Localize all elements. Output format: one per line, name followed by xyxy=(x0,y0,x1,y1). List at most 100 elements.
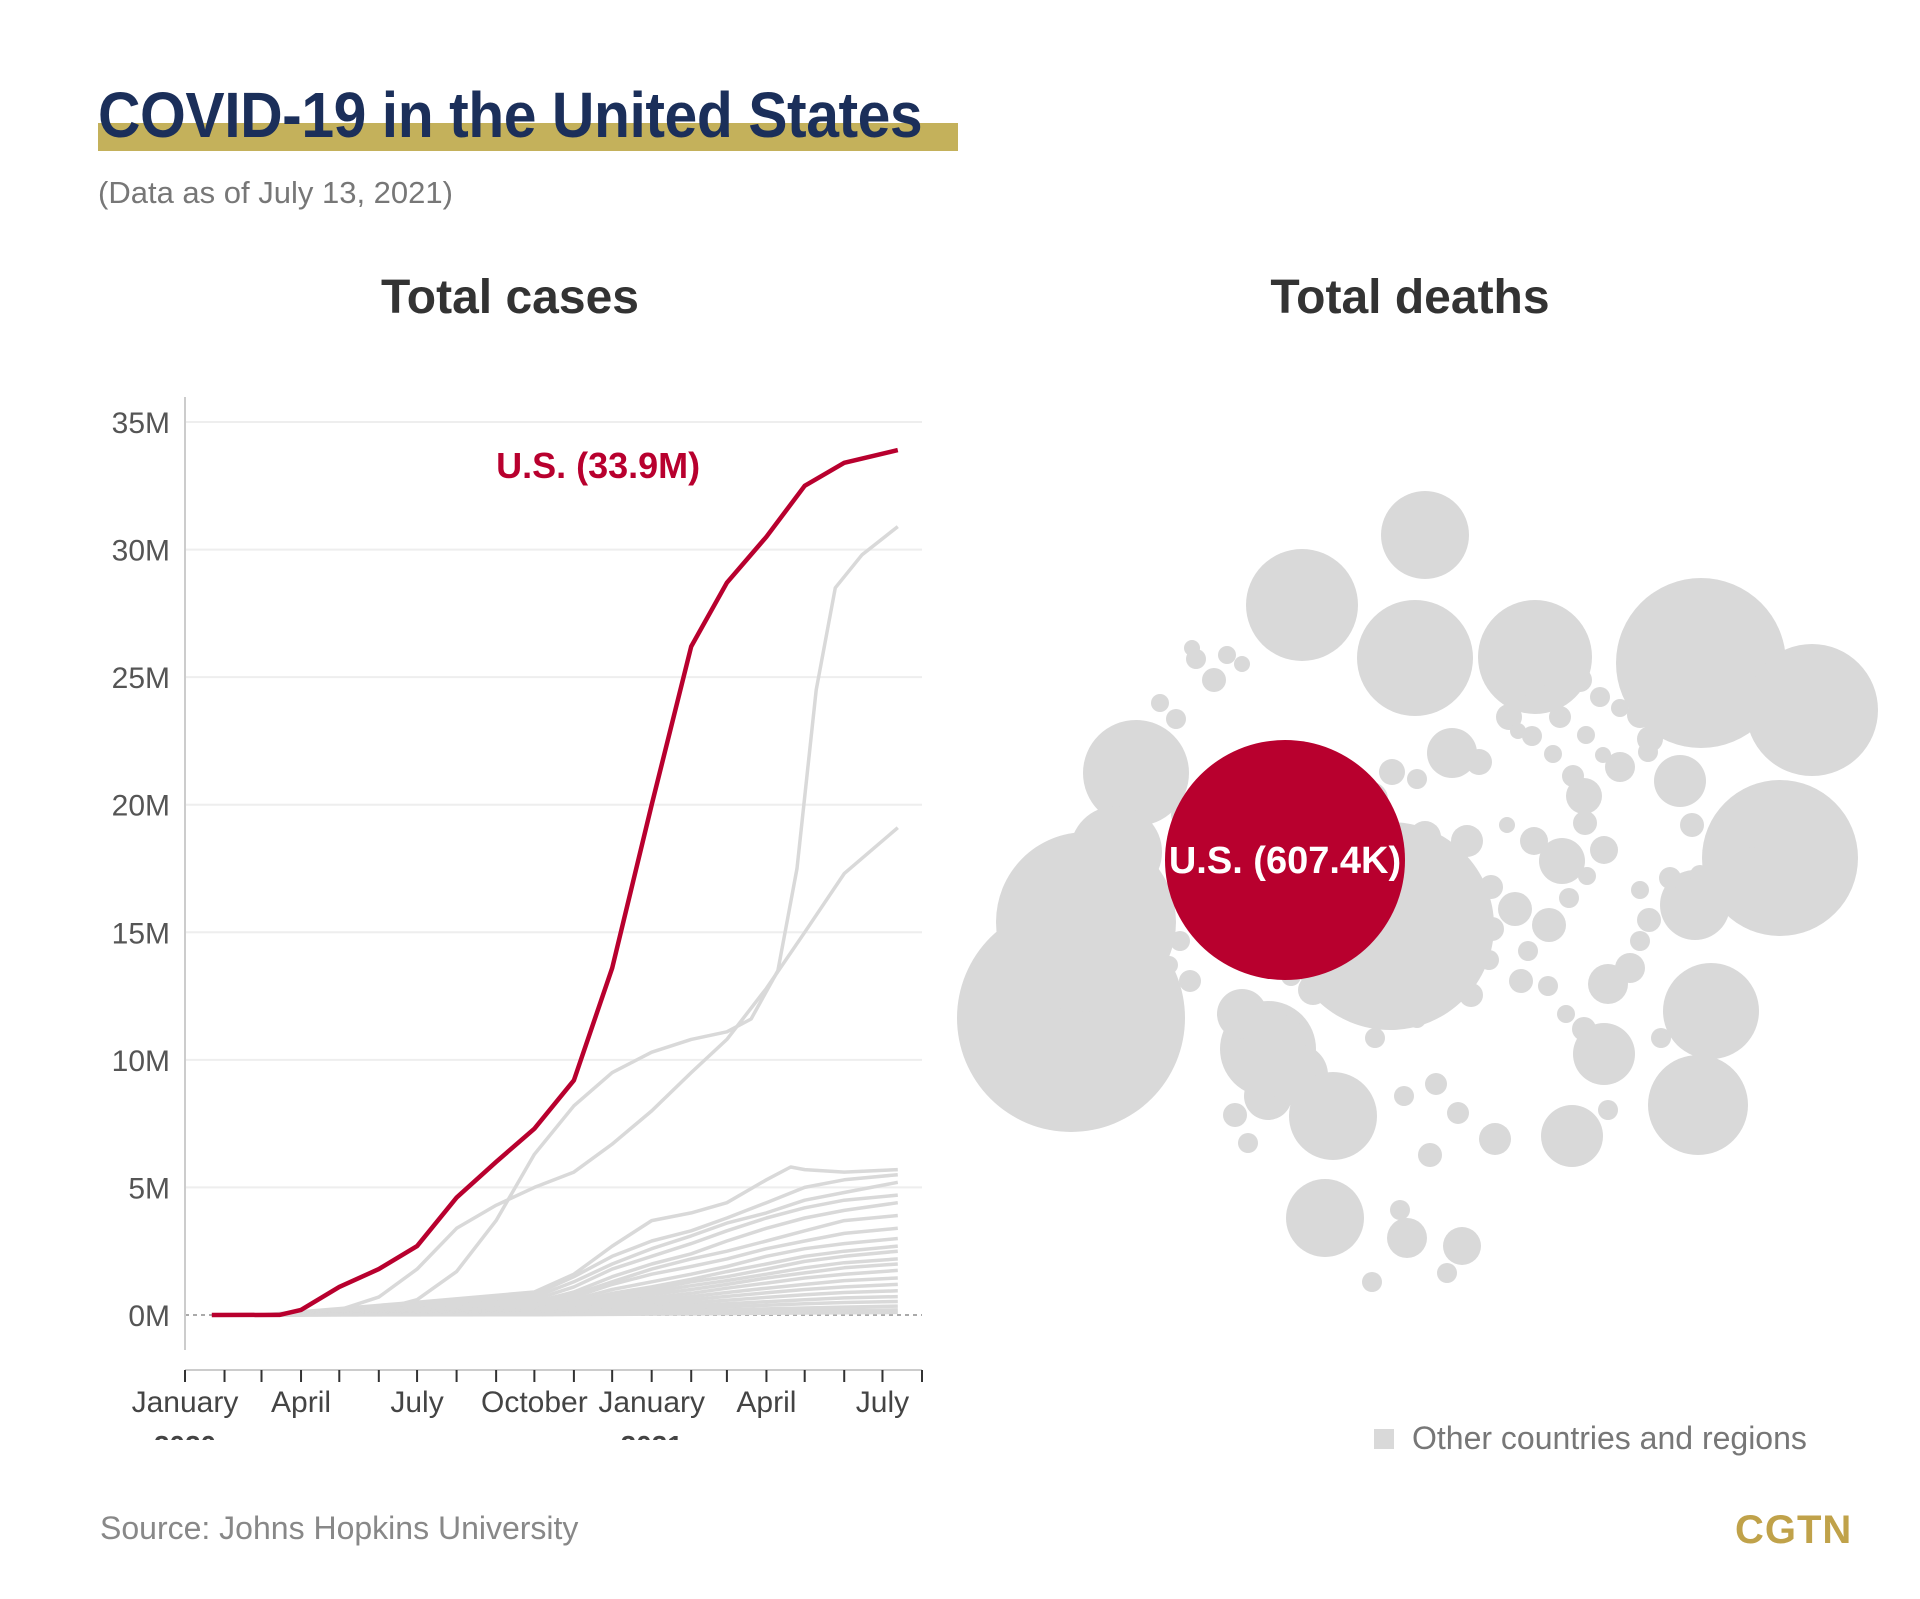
other-country-bubble xyxy=(1532,908,1566,942)
other-country-bubble xyxy=(1736,847,1768,879)
other-country-bubble xyxy=(1357,600,1473,716)
other-country-bubble xyxy=(1590,836,1618,864)
other-country-bubble xyxy=(1083,720,1189,826)
other-country-bubble xyxy=(1246,549,1358,661)
other-series-line xyxy=(255,826,899,1317)
us-bubble xyxy=(1165,740,1405,980)
x-tick-label: October xyxy=(481,1386,588,1419)
other-series-line xyxy=(261,1193,898,1317)
y-tick-label: 25M xyxy=(112,662,170,695)
other-country-bubble xyxy=(1498,892,1532,926)
other-country-bubble xyxy=(1479,1123,1511,1155)
other-country-bubble xyxy=(1289,1072,1377,1160)
other-country-bubble xyxy=(1559,888,1579,908)
other-country-bubble xyxy=(1184,640,1200,656)
other-series-line xyxy=(261,1180,899,1317)
other-country-bubble xyxy=(1680,813,1704,837)
legend-swatch-other xyxy=(1374,1428,1394,1449)
source-note: Source: Johns Hopkins University xyxy=(100,1510,579,1546)
other-country-lines xyxy=(222,525,899,1317)
other-country-bubble xyxy=(1223,1103,1247,1127)
other-country-bubble xyxy=(1520,827,1548,855)
other-country-bubble xyxy=(1381,491,1469,579)
other-country-bubble xyxy=(1654,755,1706,807)
y-tick-label: 10M xyxy=(112,1045,170,1078)
other-country-bubble xyxy=(1702,780,1858,936)
other-country-bubble xyxy=(1544,672,1564,692)
other-country-bubble xyxy=(1218,646,1236,664)
cgtn-logo: CGTN xyxy=(1735,1508,1853,1552)
x-tick-label: January xyxy=(598,1386,705,1419)
other-country-bubble xyxy=(1518,941,1538,961)
other-country-bubble xyxy=(1627,702,1653,728)
other-country-bubble xyxy=(1166,709,1186,729)
other-country-bubble xyxy=(1690,865,1710,885)
other-country-bubble xyxy=(1577,726,1595,744)
other-country-bubble xyxy=(1637,908,1661,932)
other-country-bubble xyxy=(1478,600,1592,714)
page-subtitle: (Data as of July 13, 2021) xyxy=(98,175,453,210)
other-country-bubble xyxy=(1746,644,1878,776)
other-country-bubble xyxy=(1170,931,1190,951)
y-axis: 0M 5M 10M 15M 20M 25M 30M 35M xyxy=(112,397,186,1350)
page-title: COVID-19 in the United States xyxy=(98,79,923,151)
title-block: COVID-19 in the United States xyxy=(98,78,994,152)
us-series-label: U.S. (33.9M) xyxy=(496,445,700,486)
other-series-line xyxy=(261,1310,898,1317)
other-series-line xyxy=(261,1165,898,1317)
other-country-bubble xyxy=(1663,963,1759,1059)
x-tick-label: July xyxy=(390,1386,443,1419)
deaths-legend: Other countries and regions xyxy=(1374,1420,1807,1457)
us-bubble-label: U.S. (607.4K) xyxy=(1169,840,1401,882)
title-underline xyxy=(98,123,958,151)
other-country-bubbles xyxy=(957,491,1878,1292)
other-country-bubble xyxy=(1541,1105,1603,1167)
other-country-bubble xyxy=(1568,668,1592,692)
x-year-label: 2020 xyxy=(154,1430,216,1440)
other-country-bubble xyxy=(1616,578,1786,748)
x-tick-label: January xyxy=(132,1386,239,1419)
other-country-bubble xyxy=(1379,759,1405,785)
x-tick-label: July xyxy=(856,1386,909,1419)
other-country-bubble xyxy=(1630,931,1650,951)
other-country-bubble xyxy=(1557,1005,1575,1023)
other-country-bubble xyxy=(1578,867,1596,885)
other-country-bubble xyxy=(1572,1017,1596,1041)
other-country-bubble xyxy=(1638,742,1658,762)
other-country-bubble xyxy=(1407,769,1427,789)
other-country-bubble xyxy=(1443,1227,1481,1265)
us-series-line xyxy=(211,447,899,1318)
other-country-bubble xyxy=(1202,668,1226,692)
deaths-panel-title: Total deaths xyxy=(1270,271,1550,324)
other-country-bubble xyxy=(1544,745,1562,763)
other-country-bubble xyxy=(1706,861,1746,901)
other-country-bubble xyxy=(1549,706,1571,728)
deaths-bubble-chart: U.S. (607.4K) xyxy=(957,491,1878,1292)
other-country-bubble xyxy=(1573,811,1597,835)
other-country-bubble xyxy=(1286,1179,1364,1257)
y-tick-label: 5M xyxy=(128,1172,170,1205)
y-tick-label: 35M xyxy=(112,407,170,440)
other-country-bubble xyxy=(1566,778,1602,814)
other-country-bubble xyxy=(1631,881,1649,899)
other-country-bubble xyxy=(1362,1272,1382,1292)
x-tick-label: April xyxy=(736,1386,796,1419)
y-tick-label: 30M xyxy=(112,535,170,568)
other-country-bubble xyxy=(1605,752,1635,782)
other-country-bubble xyxy=(1425,1073,1447,1095)
other-country-bubble xyxy=(1615,953,1645,983)
other-country-bubble xyxy=(1648,1055,1748,1155)
other-country-bubble xyxy=(1447,1102,1469,1124)
other-country-bubble xyxy=(1539,838,1585,884)
other-country-bubble xyxy=(1510,723,1526,739)
x-axis: January 2020 April July October January 2021 Ap… xyxy=(132,1369,923,1440)
other-series-line xyxy=(261,1172,898,1317)
other-country-bubble xyxy=(1525,682,1545,702)
other-country-bubble xyxy=(1365,1028,1385,1048)
legend-label-other: Other countries and regions xyxy=(1412,1420,1807,1456)
other-country-bubble xyxy=(1151,694,1169,712)
other-country-bubble xyxy=(1611,699,1629,717)
other-country-bubble xyxy=(1284,1013,1300,1029)
y-tick-label: 20M xyxy=(112,790,170,823)
